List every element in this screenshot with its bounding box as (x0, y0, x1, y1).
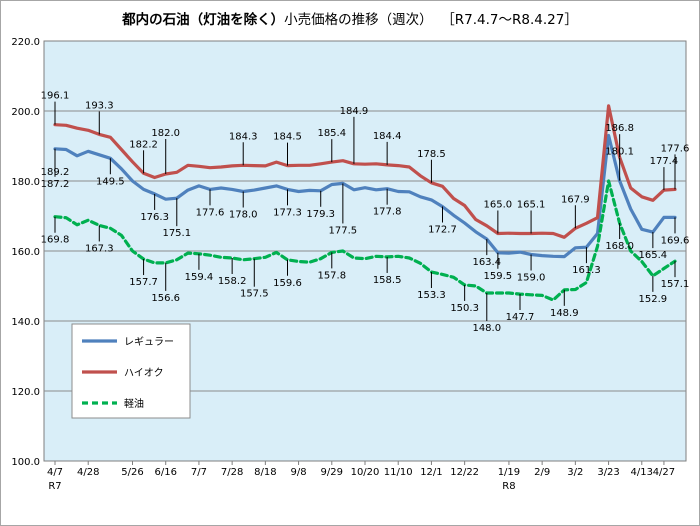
x-tick-label: 4/28 (77, 467, 99, 478)
data-label: 150.3 (450, 303, 479, 314)
x-tick-era-label: R7 (48, 481, 61, 492)
data-label: 177.3 (273, 207, 302, 218)
y-tick-label: 200.0 (11, 107, 40, 118)
x-tick-label: 7/28 (221, 467, 243, 478)
x-tick-label: 8/18 (254, 467, 276, 478)
data-label: 159.0 (517, 273, 546, 284)
data-label: 177.5 (329, 225, 358, 236)
data-label: 167.3 (85, 243, 114, 254)
data-label: 168.0 (605, 241, 634, 252)
data-label: 159.4 (185, 272, 214, 283)
chart-title-main: 都内の石油（灯油を除く） (122, 12, 285, 28)
series-line-0 (53, 133, 677, 259)
series-line-1 (53, 104, 677, 239)
x-tick-label: 6/16 (154, 467, 176, 478)
data-label: 172.7 (428, 225, 457, 236)
x-tick-label: 4/27 (653, 467, 675, 478)
data-label: 177.4 (650, 156, 679, 167)
data-label: 178.5 (417, 149, 446, 160)
data-label: 148.9 (550, 308, 579, 319)
chart-title: 都内の石油（灯油を除く）小売価格の推移（週次） ［R7.4.7～R8.4.27］ (0, 8, 700, 28)
data-label: 175.1 (162, 228, 191, 239)
x-tick-era-label: R8 (502, 481, 515, 492)
data-label: 157.1 (661, 279, 690, 290)
data-label: 177.6 (661, 143, 690, 154)
data-label: 167.9 (561, 194, 590, 205)
y-tick-label: 100.0 (11, 457, 40, 468)
data-label: 163.4 (472, 257, 501, 268)
x-tick-label: 1/19 (498, 467, 520, 478)
data-label: 153.3 (417, 290, 446, 301)
x-tick-label: 5/26 (121, 467, 143, 478)
x-tick-label: 9/29 (321, 467, 343, 478)
y-tick-label: 160.0 (11, 247, 40, 258)
data-label: 169.8 (41, 235, 70, 246)
x-tick-label: 4/13 (631, 467, 653, 478)
x-tick-label: 10/20 (351, 467, 380, 478)
data-label: 184.4 (373, 131, 402, 142)
data-label: 156.6 (151, 293, 180, 304)
data-label: 178.0 (229, 210, 258, 221)
data-label: 165.0 (484, 200, 513, 211)
data-label: 180.1 (605, 147, 634, 158)
data-label: 182.2 (129, 139, 158, 150)
legend-label-2: 軽油 (124, 397, 144, 410)
y-tick-label: 120.0 (11, 387, 40, 398)
data-label: 179.3 (306, 209, 335, 220)
x-tick-label: 12/22 (450, 467, 479, 478)
data-label: 177.6 (196, 207, 225, 218)
data-label: 184.5 (273, 132, 302, 143)
x-tick-label: 2/9 (534, 467, 550, 478)
data-label: 157.8 (317, 270, 346, 281)
data-label: 165.4 (639, 250, 668, 261)
data-label: 185.4 (317, 128, 346, 139)
chart-title-sub: 小売価格の推移（週次） (284, 12, 433, 28)
x-tick-label: 7/7 (191, 467, 207, 478)
data-label: 169.6 (661, 235, 690, 246)
data-label: 148.0 (472, 323, 501, 334)
y-tick-label: 220.0 (11, 37, 40, 48)
data-label: 176.3 (140, 212, 169, 223)
data-label: 161.3 (572, 265, 601, 276)
series-line-2 (53, 179, 677, 302)
data-label: 187.2 (41, 179, 70, 190)
data-label: 157.5 (240, 289, 269, 300)
x-tick-label: 9/8 (291, 467, 307, 478)
x-tick-label: 11/10 (384, 467, 413, 478)
data-label: 158.2 (218, 276, 247, 287)
data-label: 186.8 (605, 123, 634, 134)
y-tick-label: 140.0 (11, 317, 40, 328)
data-label: 196.1 (41, 91, 70, 102)
data-label: 182.0 (151, 128, 180, 139)
x-tick-label: 12/1 (420, 467, 442, 478)
data-label: 157.7 (129, 277, 158, 288)
data-label: 159.5 (484, 271, 513, 282)
data-label: 159.6 (273, 278, 302, 289)
data-label: 147.7 (506, 312, 535, 323)
data-label: 193.3 (85, 100, 114, 111)
data-label: 149.5 (96, 176, 125, 187)
data-label: 158.5 (373, 275, 402, 286)
x-tick-label: 4/7 (47, 467, 63, 478)
data-label: 177.8 (373, 207, 402, 218)
data-label: 152.9 (639, 294, 668, 305)
y-tick-label: 180.0 (11, 177, 40, 188)
data-label: 165.1 (517, 200, 546, 211)
legend-label-0: レギュラー (124, 336, 174, 348)
data-label: 184.3 (229, 131, 258, 142)
x-tick-label: 3/2 (567, 467, 583, 478)
chart-title-period: ［R7.4.7～R8.4.27］ (441, 12, 578, 28)
data-label: 184.9 (340, 106, 369, 117)
x-tick-label: 3/23 (597, 467, 619, 478)
legend-label-1: ハイオク (124, 367, 164, 379)
